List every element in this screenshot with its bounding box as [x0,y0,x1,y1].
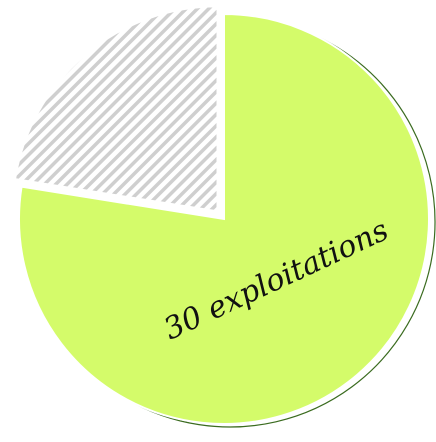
pie-slices [13,5,430,425]
pie-slice-1 [13,5,219,213]
pie-slice-0 [18,12,430,425]
